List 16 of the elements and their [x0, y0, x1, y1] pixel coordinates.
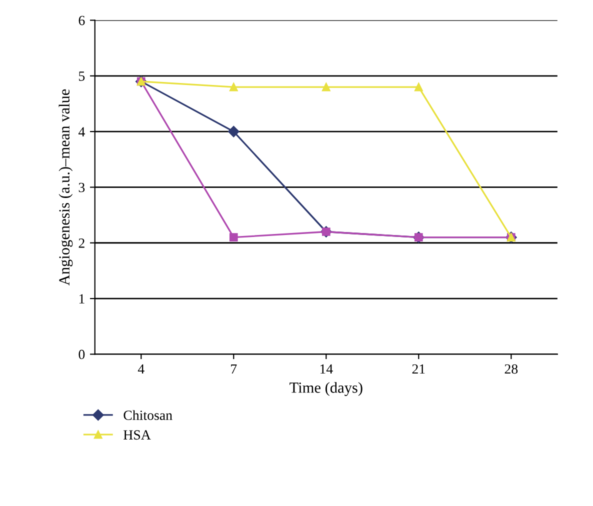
- y-tick-label: 0: [78, 350, 85, 360]
- legend-label: HSA: [124, 430, 151, 440]
- x-axis-title: Time (days): [290, 382, 362, 396]
- y-tick-label: 1: [79, 294, 84, 304]
- y-tick-label: 2: [78, 238, 84, 248]
- legend-label: Chitosan: [124, 410, 172, 420]
- x-tick-label: 21: [412, 364, 425, 374]
- y-tick-label: 5: [79, 72, 85, 81]
- y-axis-title: Angiogenesis (a.u.)–mean value: [58, 89, 73, 286]
- y-tick-label: 6: [78, 16, 85, 26]
- x-tick-label: 7: [231, 364, 237, 374]
- x-tick-label: 28: [504, 364, 518, 374]
- y-tick-label: 3: [78, 182, 85, 192]
- x-tick-label: 4: [138, 364, 144, 374]
- y-tick-label: 4: [78, 127, 85, 136]
- x-tick-label: 14: [320, 364, 333, 374]
